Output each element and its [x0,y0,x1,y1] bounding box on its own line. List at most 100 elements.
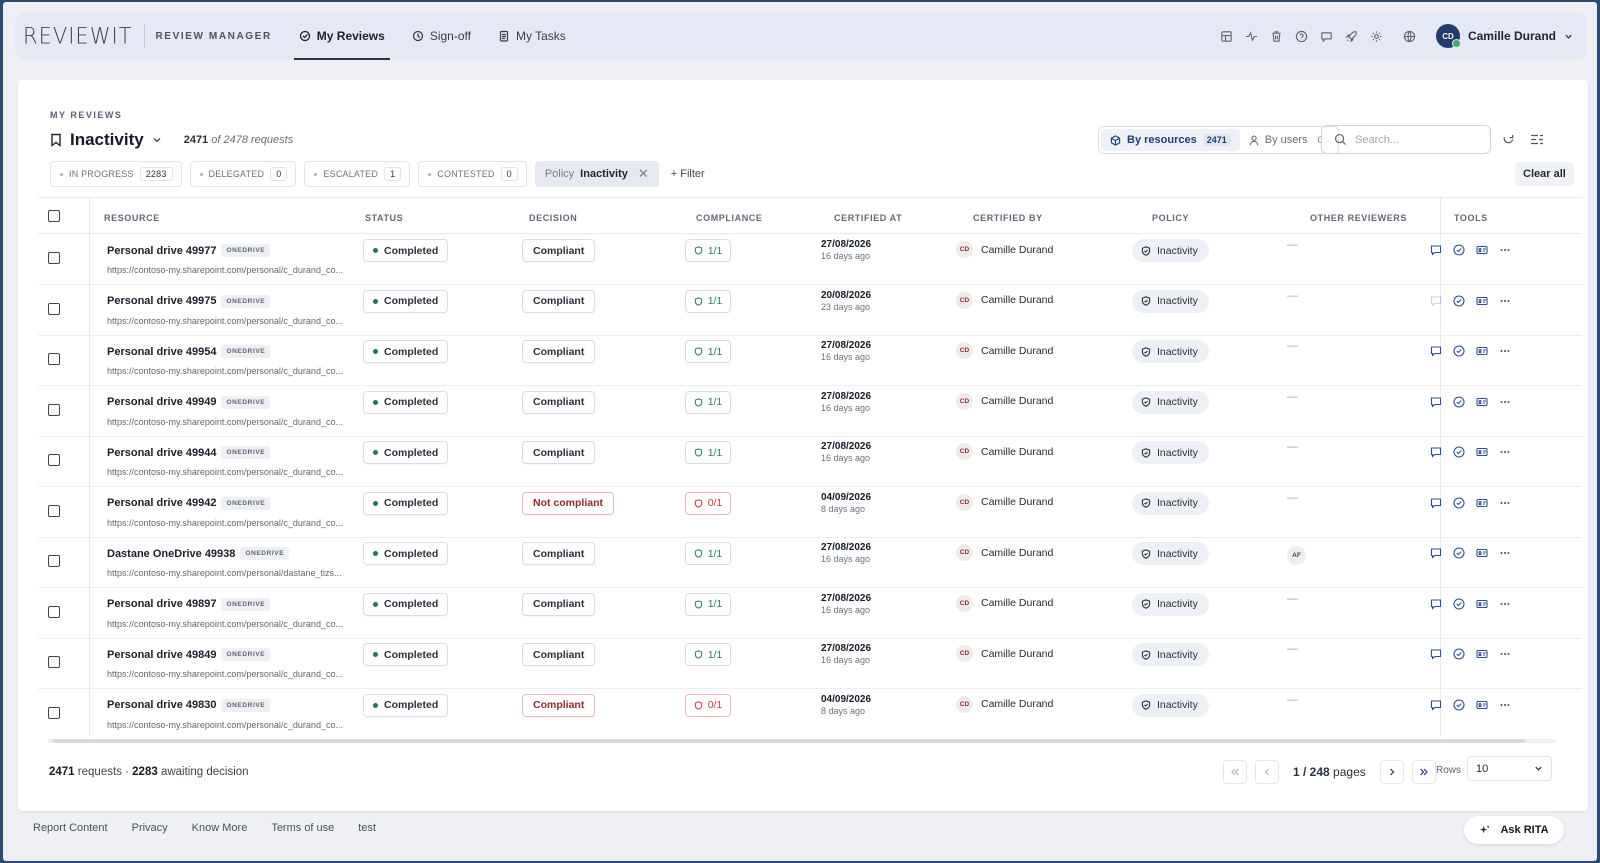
first-page-icon[interactable] [1223,760,1247,784]
more-options-icon[interactable] [1499,598,1511,610]
comment-icon[interactable] [1430,598,1442,610]
link-know-more[interactable]: Know More [191,822,248,834]
approve-check-icon[interactable] [1453,496,1465,509]
decision-badge[interactable]: Compliant [522,542,596,565]
activity-icon[interactable] [1239,24,1264,49]
resource-name[interactable]: Personal drive 49975 ONEDRIVE [107,294,271,308]
approve-check-icon[interactable] [1453,547,1465,559]
chip-escalated[interactable]: ESCALATED 1 [304,161,411,187]
by-resources-toggle[interactable]: By resources 2471 [1101,129,1240,151]
chip-contested[interactable]: CONTESTED 0 [418,161,527,187]
col-resource[interactable]: RESOURCE [104,213,160,223]
nav-tab-my-reviews[interactable]: My Reviews [293,12,390,60]
search-input[interactable] [1355,133,1475,146]
link-test[interactable]: test [358,822,377,834]
details-card-icon[interactable] [1476,396,1488,408]
row-checkbox[interactable] [48,403,60,416]
bookmark-icon[interactable] [50,133,62,147]
more-options-icon[interactable] [1499,396,1511,408]
more-options-icon[interactable] [1499,446,1511,458]
link-report-content[interactable]: Report Content [33,822,108,834]
decision-badge[interactable]: Compliant [522,693,596,717]
comment-icon[interactable] [1430,244,1442,256]
user-menu[interactable]: CD Camille Durand [1435,24,1573,48]
rows-per-page-select[interactable]: 10 [1467,756,1552,781]
refresh-icon[interactable] [1497,128,1519,150]
resource-name[interactable]: Personal drive 49977 ONEDRIVE [107,244,271,257]
details-card-icon[interactable] [1476,699,1488,711]
resource-name[interactable]: Personal drive 49830 ONEDRIVE [107,698,271,712]
col-status[interactable]: STATUS [365,213,404,223]
link-privacy[interactable]: Privacy [131,822,168,834]
settings-gear-icon[interactable] [1364,24,1389,49]
approve-check-icon[interactable] [1453,648,1465,660]
decision-badge[interactable]: Compliant [522,390,596,414]
other-reviewer-avatar[interactable]: AF [1287,546,1306,565]
details-card-icon[interactable] [1476,295,1488,307]
col-certified-at[interactable]: CERTIFIED AT [834,213,903,223]
chip-delegated[interactable]: DELEGATED 0 [189,161,297,187]
row-checkbox[interactable] [48,252,60,264]
details-card-icon[interactable] [1476,648,1488,660]
row-checkbox[interactable] [48,605,60,618]
col-decision[interactable]: DECISION [529,213,578,223]
previous-page-icon[interactable] [1255,760,1279,784]
table-row[interactable]: Personal drive 49830 ONEDRIVE https://con… [38,689,1582,738]
resource-name[interactable]: Personal drive 49897 ONEDRIVE [107,597,271,611]
resource-name[interactable]: Personal drive 49949 ONEDRIVE [107,395,271,409]
comment-icon[interactable] [1430,446,1442,458]
resource-name[interactable]: Personal drive 49942 ONEDRIVE [107,496,271,510]
resource-name[interactable]: Personal drive 49849 ONEDRIVE [107,648,271,661]
nav-tab-sign-off[interactable]: Sign-off [407,12,476,60]
decision-badge[interactable]: Compliant [522,289,596,313]
row-checkbox[interactable] [48,656,60,668]
last-page-icon[interactable] [1411,760,1436,784]
trash-icon[interactable] [1264,24,1289,49]
by-users-toggle[interactable]: By users 0 [1240,129,1336,151]
row-checkbox[interactable] [48,706,60,719]
clear-all-button[interactable]: Clear all [1515,162,1574,186]
ask-rita-button[interactable]: Ask RITA [1464,816,1564,844]
horizontal-scrollbar[interactable] [53,739,1525,743]
page-title[interactable]: Inactivity [70,130,144,149]
table-row[interactable]: Personal drive 49954 ONEDRIVE https://con… [38,335,1582,386]
details-card-icon[interactable] [1476,497,1488,509]
decision-badge[interactable]: Compliant [522,643,596,666]
language-globe-icon[interactable] [1397,24,1422,49]
row-checkbox[interactable] [48,353,60,365]
decision-badge[interactable]: Not compliant [522,491,614,515]
decision-badge[interactable]: Compliant [522,441,596,464]
table-row[interactable]: Personal drive 49942 ONEDRIVE https://con… [38,487,1582,538]
details-card-icon[interactable] [1476,446,1488,458]
add-filter-button[interactable]: + Filter [670,168,705,180]
comment-icon[interactable] [1430,648,1442,660]
table-row[interactable]: Personal drive 49977 ONEDRIVE https://con… [38,234,1582,285]
details-card-icon[interactable] [1476,598,1488,610]
details-card-icon[interactable] [1476,244,1488,256]
chip-in-progress[interactable]: IN PROGRESS 2283 [50,161,182,187]
col-other-reviewers[interactable]: OTHER REVIEWERS [1310,213,1408,223]
table-row[interactable]: Personal drive 49849 ONEDRIVE https://con… [38,638,1582,689]
decision-badge[interactable]: Compliant [522,340,596,363]
approve-check-icon[interactable] [1453,244,1465,256]
table-row[interactable]: Personal drive 49897 ONEDRIVE https://con… [38,588,1582,639]
comment-icon[interactable] [1430,497,1442,509]
row-checkbox[interactable] [48,504,60,517]
comment-icon[interactable] [1430,699,1442,711]
table-row[interactable]: Dastane OneDrive 49938 ONEDRIVE https://c… [38,537,1582,588]
comment-icon[interactable] [1430,396,1442,408]
comment-icon[interactable] [1430,345,1442,357]
table-row[interactable]: Personal drive 49949 ONEDRIVE https://con… [38,386,1582,437]
help-icon[interactable] [1289,24,1314,49]
policy-filter-chip[interactable]: Policy Inactivity ✕ [534,161,659,187]
table-row[interactable]: Personal drive 49944 ONEDRIVE https://con… [38,436,1582,487]
row-checkbox[interactable] [48,454,60,466]
resource-name[interactable]: Personal drive 49944 ONEDRIVE [107,446,271,459]
col-compliance[interactable]: COMPLIANCE [696,213,763,223]
table-row[interactable]: Personal drive 49975 ONEDRIVE https://con… [38,285,1582,336]
nav-tab-my-tasks[interactable]: My Tasks [493,12,571,60]
resource-name[interactable]: Dastane OneDrive 49938 ONEDRIVE [107,547,290,560]
resource-name[interactable]: Personal drive 49954 ONEDRIVE [107,345,271,358]
more-options-icon[interactable] [1499,345,1511,357]
approve-check-icon[interactable] [1453,395,1465,408]
